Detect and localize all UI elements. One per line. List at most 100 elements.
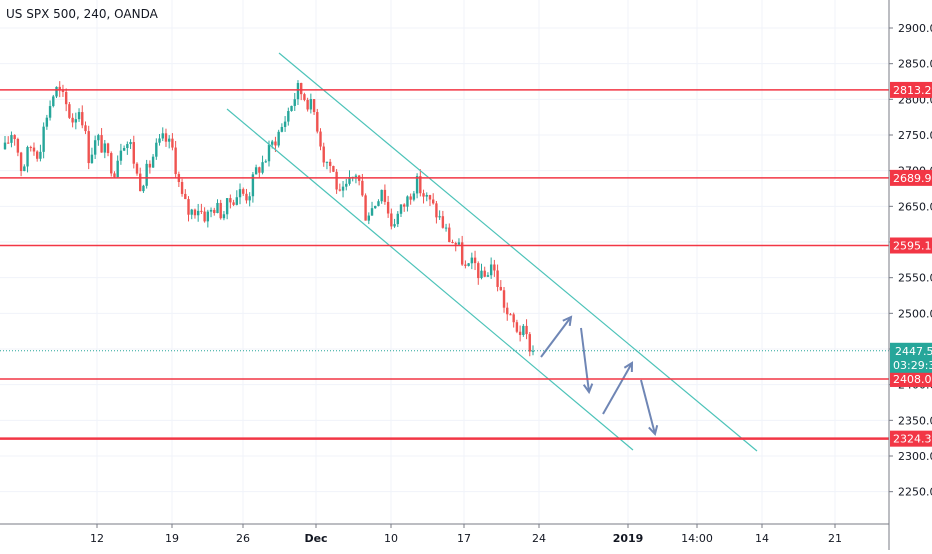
- projection-arrow-head: [582, 383, 594, 395]
- time-tick-label: 2019: [613, 532, 644, 545]
- candle-body: [151, 156, 155, 168]
- candle-body: [467, 263, 470, 266]
- candle-body: [155, 142, 158, 157]
- price-tick-label: 2500.0: [898, 307, 932, 320]
- level-price-label-bg: [890, 237, 932, 254]
- candle-body: [386, 201, 390, 214]
- candle-body: [238, 189, 242, 198]
- time-axis[interactable]: 12 19 26 Dec 10 17 24 2019 14:00 14 21: [90, 524, 842, 545]
- level-price-label: 2324.3: [893, 433, 932, 446]
- candle-body: [184, 193, 187, 200]
- candle-body: [142, 185, 145, 192]
- candle-body: [71, 117, 74, 123]
- candle-body: [473, 257, 477, 264]
- candle-body: [312, 99, 316, 113]
- candle-body: [274, 141, 277, 146]
- level-price-label-bg: [890, 169, 932, 186]
- candle-body: [531, 350, 535, 352]
- candle-body: [457, 242, 461, 245]
- price-tick-label: 2350.0: [898, 414, 932, 427]
- level-price-label: 2408.0: [893, 373, 932, 386]
- candle-body: [97, 135, 100, 141]
- candle-body: [119, 150, 123, 161]
- price-tick-label: 2850.0: [898, 58, 932, 71]
- channel-upper-line[interactable]: [278, 52, 758, 452]
- candle-body: [502, 290, 506, 308]
- candle-body: [370, 208, 374, 216]
- candle-body: [203, 211, 206, 222]
- candle-body: [64, 91, 68, 105]
- candle-body: [116, 160, 119, 178]
- projection-arrow-head: [562, 315, 573, 327]
- candle-body: [248, 196, 251, 201]
- projection-arrow-head: [623, 361, 634, 373]
- candle-body: [303, 94, 306, 100]
- channel-lower-line[interactable]: [226, 108, 634, 451]
- candle-body: [216, 202, 219, 214]
- candle-body: [3, 142, 7, 150]
- candle-body: [187, 199, 190, 215]
- candle-body: [335, 171, 338, 190]
- candle-body: [42, 126, 45, 152]
- candle-body: [525, 325, 528, 335]
- candle-body: [93, 140, 97, 155]
- candle-body: [354, 175, 358, 177]
- time-tick-label: Dec: [304, 532, 327, 545]
- candle-body: [7, 142, 10, 144]
- candle-body: [190, 209, 193, 215]
- time-tick-label: 21: [828, 532, 842, 545]
- level-price-label: 2689.9: [893, 172, 932, 185]
- candle-body: [113, 173, 116, 178]
- candle-body: [448, 227, 451, 243]
- price-tick-label: 2300.0: [898, 450, 932, 463]
- candle-body: [103, 143, 107, 153]
- candle-body: [361, 180, 364, 196]
- candle-body: [480, 270, 483, 279]
- candle-body: [390, 213, 393, 227]
- candle-body: [13, 135, 16, 139]
- candle-body: [229, 198, 232, 203]
- time-tick-label: 24: [532, 532, 546, 545]
- candle-body: [90, 154, 94, 164]
- candle-body: [161, 133, 164, 139]
- trend-channel: [226, 52, 758, 452]
- candle-body: [29, 147, 32, 149]
- candle-body: [242, 189, 245, 194]
- candle-body: [454, 243, 457, 245]
- candle-body: [345, 183, 348, 187]
- candle-body: [122, 148, 126, 151]
- candle-body: [415, 176, 419, 194]
- candle-body: [451, 242, 454, 244]
- candle-body: [23, 166, 26, 172]
- candle-body: [299, 82, 303, 95]
- candle-body: [341, 186, 345, 191]
- candle-body: [10, 135, 13, 143]
- candle-body: [493, 264, 496, 271]
- level-price-label-bg: [890, 370, 932, 387]
- candle-body: [106, 143, 110, 154]
- candle-body: [518, 331, 522, 335]
- candle-body: [139, 173, 142, 192]
- level-price-label: 2595.1: [893, 239, 932, 252]
- candle-body: [100, 135, 103, 153]
- candle-body: [460, 242, 464, 265]
- candle-body: [522, 325, 525, 335]
- candle-body: [435, 203, 438, 218]
- candle-body: [158, 138, 161, 143]
- candle-body: [135, 163, 139, 174]
- candle-body: [338, 189, 342, 191]
- candle-body: [180, 182, 184, 194]
- projection-arrow: [580, 327, 590, 393]
- bar-countdown-label: 03:29:30: [893, 359, 932, 372]
- candle-body: [515, 322, 519, 332]
- candle-body: [261, 162, 264, 173]
- candle-body: [428, 195, 432, 200]
- candle-body: [251, 174, 255, 197]
- candle-body: [425, 195, 428, 197]
- candle-body: [422, 193, 425, 197]
- candle-body: [296, 82, 300, 100]
- candle-body: [483, 270, 486, 277]
- time-tick-label: 12: [90, 532, 104, 545]
